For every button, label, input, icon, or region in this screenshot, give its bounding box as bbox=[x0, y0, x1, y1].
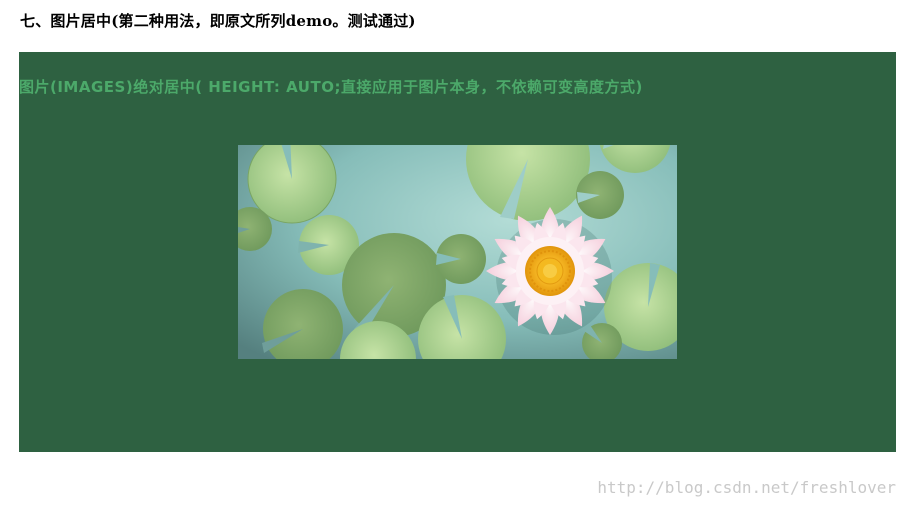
lily-pad bbox=[466, 145, 590, 221]
lily-pad bbox=[298, 215, 359, 275]
lily-pad bbox=[340, 321, 416, 359]
lily-pad bbox=[238, 207, 272, 251]
lotus-flower bbox=[486, 207, 614, 335]
lily-pad bbox=[582, 323, 622, 359]
lily-pads bbox=[238, 145, 677, 359]
lily-pad bbox=[418, 295, 506, 359]
page-title: 七、图片居中(第二种用法，即原文所列demo。测试通过) bbox=[20, 12, 416, 30]
lily-pad bbox=[247, 145, 337, 224]
demo-panel: 图片(IMAGES)绝对居中( HEIGHT: AUTO;直接应用于图片本身，不… bbox=[19, 52, 896, 452]
lily-pad bbox=[262, 289, 343, 359]
lily-pad bbox=[599, 145, 671, 173]
lily-pad bbox=[436, 234, 486, 284]
panel-heading: 图片(IMAGES)绝对居中( HEIGHT: AUTO;直接应用于图片本身，不… bbox=[19, 78, 643, 96]
lily-pad bbox=[604, 263, 677, 351]
lily-pad bbox=[342, 233, 446, 337]
lotus-image bbox=[238, 145, 677, 359]
lily-pad bbox=[576, 171, 624, 219]
watermark: http://blog.csdn.net/freshlover bbox=[597, 478, 896, 497]
lotus-illustration bbox=[238, 145, 677, 359]
